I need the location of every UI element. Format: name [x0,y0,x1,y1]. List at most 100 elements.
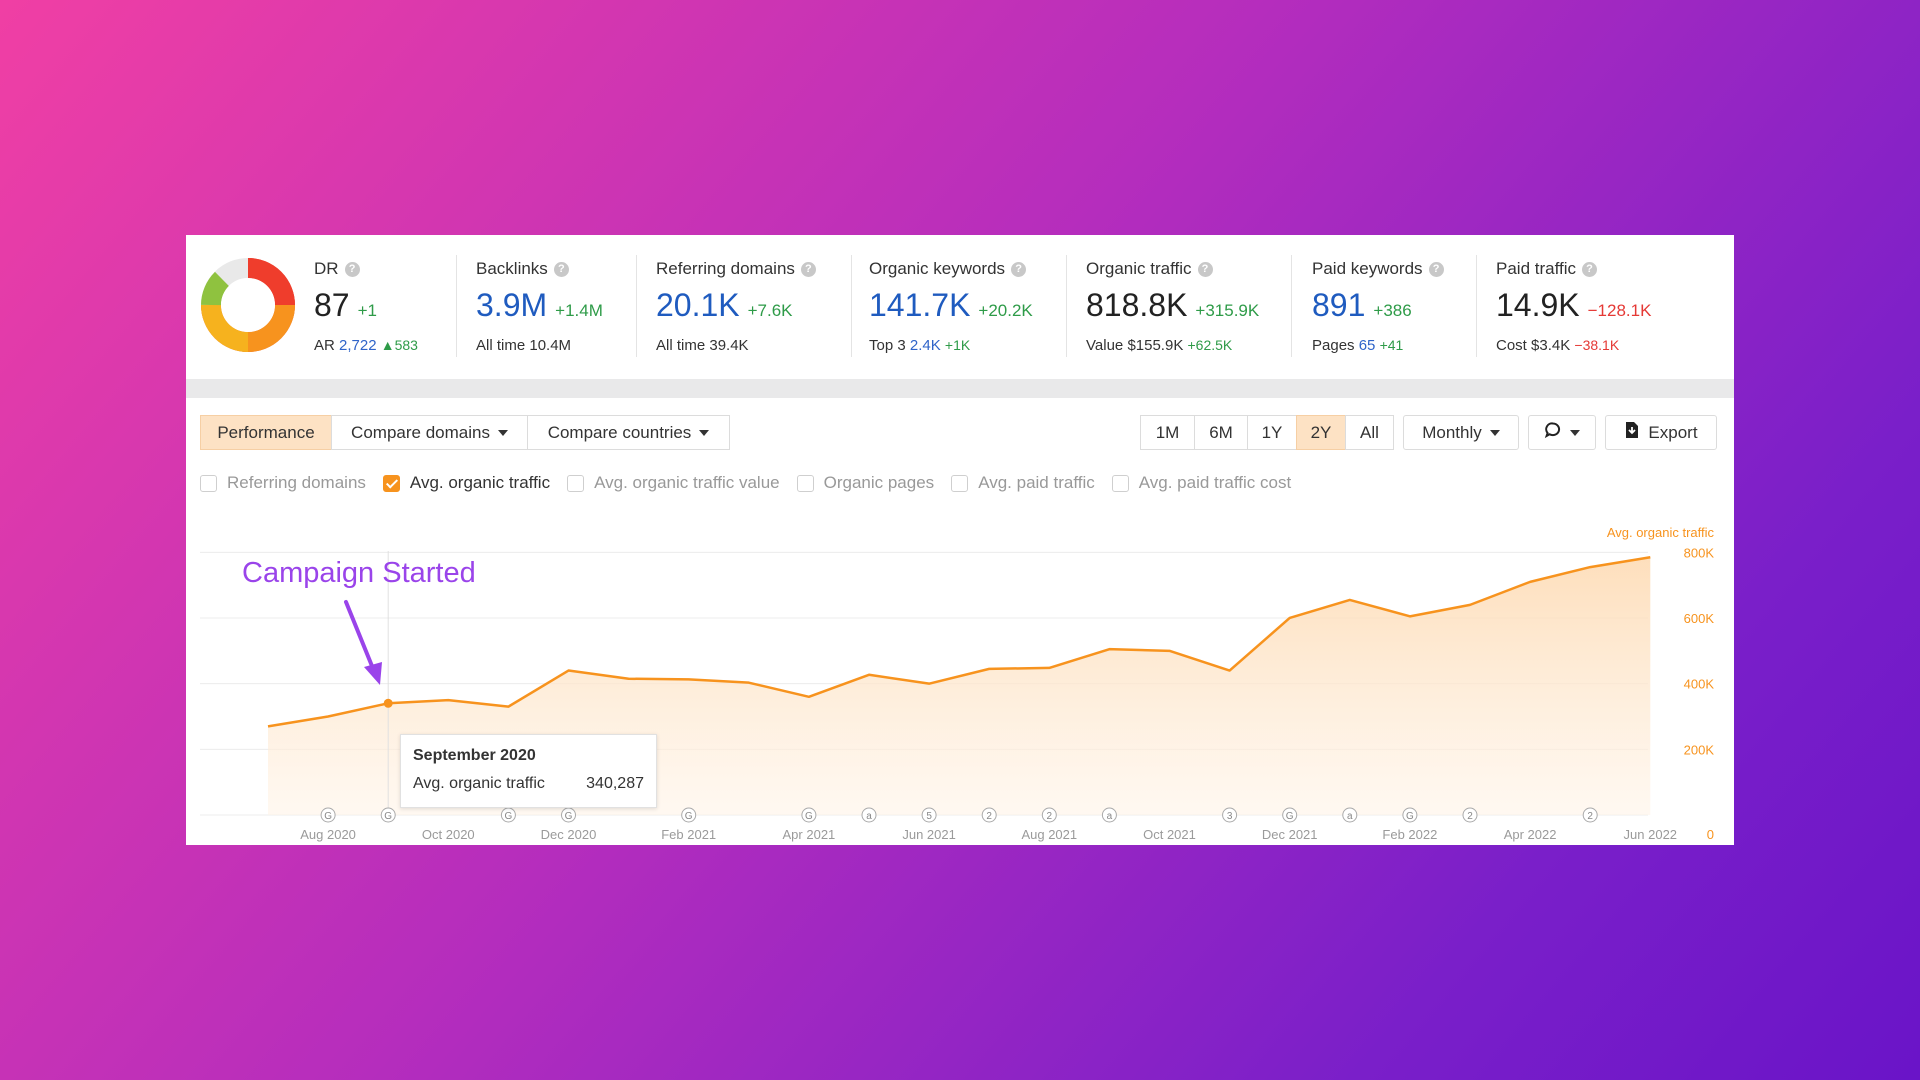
metric-label-text: Referring domains [656,259,795,278]
event-marker-glyph: 2 [1467,811,1473,822]
metric-value-text: 141.7K [869,287,971,323]
help-icon[interactable]: ? [1428,261,1444,277]
help-icon[interactable]: ? [1582,261,1598,277]
checkbox[interactable] [382,474,400,492]
toggle-organic-pages[interactable]: Organic pages [796,473,934,493]
metric-sub: AR 2,722 ▲583 [314,337,418,354]
metric-label: Backlinks? [476,259,569,279]
export-icon [1624,421,1640,444]
x-tick-label: Aug 2020 [300,827,356,842]
event-marker-glyph: a [1107,811,1113,822]
toggle-avg-organic-traffic-value[interactable]: Avg. organic traffic value [567,473,780,493]
checkbox[interactable] [200,474,217,492]
event-marker-glyph: G [384,811,392,822]
range-1m-label: 1M [1155,422,1180,442]
metric-delta: +20.2K [978,301,1033,320]
metric-label-text: Organic traffic [1086,259,1192,278]
event-marker-icon [1402,807,1418,823]
event-marker-glyph: G [324,811,332,822]
help-icon[interactable]: ? [553,261,569,277]
help-icon[interactable]: ? [1011,261,1027,277]
metric-label-text: Organic keywords [869,259,1006,278]
x-tick-label: Oct 2020 [422,827,475,842]
metric-value: 87 +1 [314,287,377,324]
metric-delta: +1.4M [555,301,603,320]
metric-sub-delta: +62.5K [1187,337,1233,353]
metric-label: Organic keywords? [869,259,1027,279]
tab-performance[interactable]: Performance [200,415,332,450]
annotation-arrow-head [364,662,382,685]
metric-separator [636,255,637,357]
series-toggles: Referring domains Avg. organic traffic Avg… [200,471,1308,495]
toggle-avg-organic-traffic[interactable]: Avg. organic traffic [382,473,550,493]
range-all-label: All [1360,422,1379,442]
metric-sub: Value $155.9K +62.5K [1086,337,1232,354]
event-marker-icon [861,807,877,823]
event-marker-icon [801,807,817,823]
toggle-avg-paid-traffic-cost[interactable]: Avg. paid traffic cost [1111,473,1292,493]
chevron-down-icon [497,429,508,436]
event-marker-icon [1582,807,1598,823]
chart-legend: Avg. organic traffic [1606,525,1714,540]
event-marker-glyph: 3 [1227,811,1233,822]
range-2y[interactable]: 2Y [1296,415,1346,450]
metric-sub-label: Value [1086,337,1124,354]
metric-delta: −128.1K [1587,301,1652,320]
overview-card: DR? 87 +1 AR 2,722 ▲583 Backlinks? 3.9M +1.4M A… [186,235,1734,845]
metric-value: 141.7K +20.2K [869,287,1033,324]
event-marker-glyph: G [685,811,693,822]
checkbox[interactable] [796,474,814,492]
checkbox[interactable] [567,474,585,492]
metric-sub-label: Top 3 [869,337,906,354]
range-6m[interactable]: 6M [1194,415,1248,450]
metric-sub-label: AR [314,337,335,354]
metric-sub-value: 2.4K [909,337,941,354]
metric-label-text: Backlinks [476,259,548,278]
event-marker-glyph: 2 [1047,811,1053,822]
range-1m[interactable]: 1M [1140,415,1195,450]
metric-delta: +386 [1373,301,1412,320]
metric-sub: Top 3 2.4K +1K [869,337,970,354]
help-icon[interactable]: ? [1197,261,1213,277]
metric-delta: +315.9K [1195,301,1260,320]
help-icon[interactable]: ? [800,261,816,277]
metric-label: Paid keywords? [1312,259,1444,279]
metric-sub: Cost $3.4K −38.1K [1496,337,1619,354]
event-marker-glyph: 5 [926,811,932,822]
toggle-referring-domains[interactable]: Referring domains [200,473,366,493]
checkbox[interactable] [951,474,969,492]
chart-tooltip: September 2020 Avg. organic traffic 340,… [400,734,657,808]
interval-select[interactable]: Monthly [1403,415,1519,450]
help-icon[interactable]: ? [344,261,360,277]
tooltip-month: September 2020 [413,747,536,764]
range-all[interactable]: All [1345,415,1394,450]
range-6m-label: 6M [1209,422,1233,442]
tab-compare-domains[interactable]: Compare domains [331,415,528,450]
annotations-button[interactable] [1528,415,1596,450]
metric-separator [1291,255,1292,357]
event-marker-glyph: G [1286,811,1294,822]
metric-value-text: 20.1K [656,287,740,323]
event-marker-glyph: a [1347,811,1353,822]
metric-sub-value: 65 [1358,337,1376,354]
chevron-down-icon [699,429,710,436]
metric-separator [851,255,852,357]
tab-compare-domains-label: Compare domains [351,422,490,442]
export-label: Export [1648,422,1698,442]
metric-sub: Pages 65 +41 [1312,337,1403,354]
metric-sub-value: 2,722 [339,337,377,354]
export-button[interactable]: Export [1605,415,1717,450]
tooltip-metric: Avg. organic traffic [413,775,545,792]
toggle-avg-paid-traffic[interactable]: Avg. paid traffic [951,473,1095,493]
tab-compare-countries[interactable]: Compare countries [527,415,730,450]
checkbox[interactable] [1111,474,1129,492]
event-marker-icon [1282,807,1298,823]
interval-select-label: Monthly [1422,422,1482,442]
metric-sub-label: Cost [1496,337,1527,354]
metric-value: 14.9K −128.1K [1496,287,1651,324]
metric-sub-value: 39.4K [709,337,749,354]
x-tick-label: Feb 2022 [1382,827,1437,842]
checkbox-label: Avg. paid traffic cost [1138,473,1292,492]
range-1y[interactable]: 1Y [1247,415,1297,450]
event-marker-icon [500,807,516,823]
